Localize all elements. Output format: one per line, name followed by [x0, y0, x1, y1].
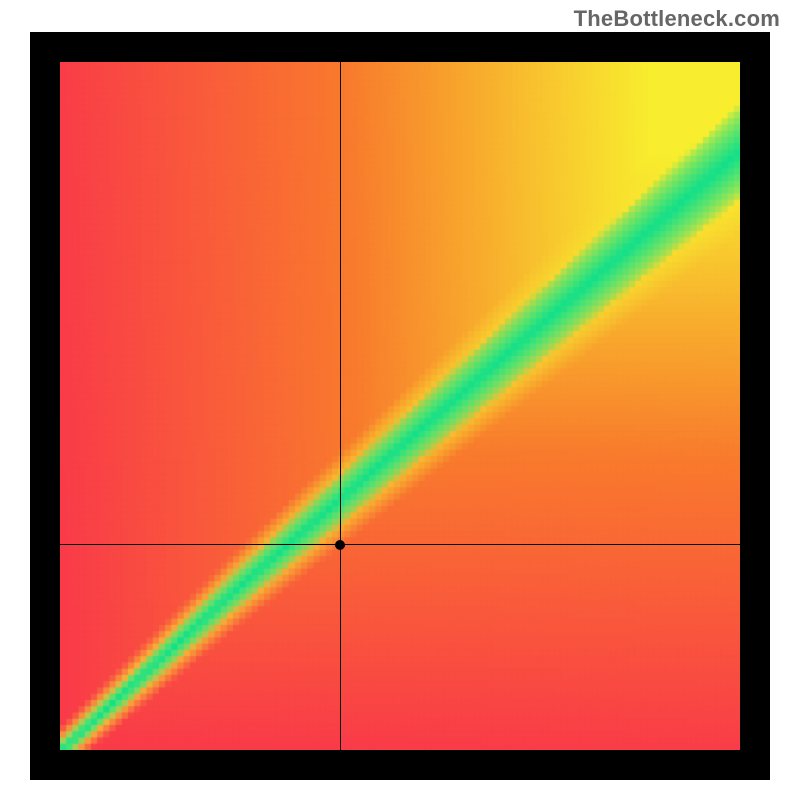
- watermark-text: TheBottleneck.com: [574, 6, 780, 32]
- chart-container: TheBottleneck.com: [0, 0, 800, 800]
- plot-frame: [30, 32, 770, 780]
- heatmap-canvas: [60, 62, 740, 750]
- crosshair-vertical: [340, 62, 341, 750]
- crosshair-horizontal: [60, 544, 740, 545]
